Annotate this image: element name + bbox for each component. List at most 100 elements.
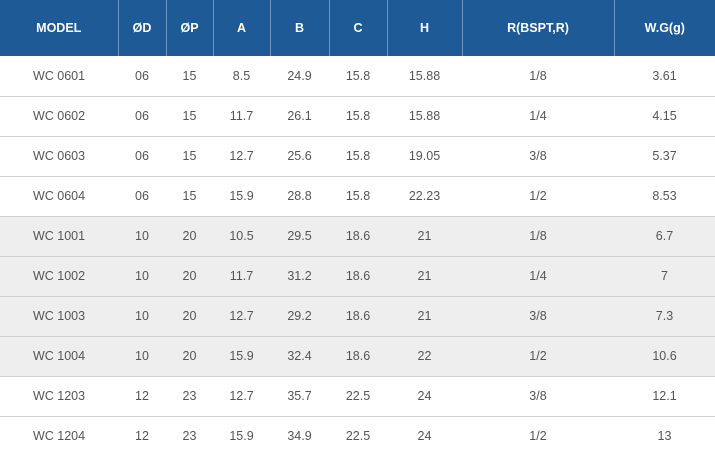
cell-od: 12 [135, 429, 149, 444]
cell-c: 18.6 [329, 336, 387, 377]
cell-c: 22.5 [329, 376, 387, 417]
cell-h: 21 [387, 256, 462, 297]
cell-weight: 8.53 [614, 176, 715, 217]
cell-h: 22 [387, 336, 462, 377]
cell-weight: 4.15 [614, 96, 715, 137]
cell-b: 25.6 [270, 136, 329, 177]
cell-weight: 5.37 [614, 136, 715, 177]
cell-weight: 13 [657, 429, 672, 444]
cell-thread: 3/8 [462, 136, 614, 177]
cell-a: 15.9 [213, 336, 270, 377]
cell-b: 35.7 [270, 376, 329, 417]
cell-weight: 7 [614, 256, 715, 297]
cell-h: 21 [387, 216, 462, 257]
table-row: WC 0602 06 15 11.7 26.1 15.8 15.88 1/4 4.15 [0, 96, 715, 137]
cell-a: 8.5 [213, 56, 270, 97]
cell-weight: 3.61 [614, 56, 715, 97]
cell-od: 10 [118, 336, 166, 377]
cell-weight: 6.7 [614, 216, 715, 257]
table-row: WC 1004 10 20 15.9 32.4 18.6 22 1/2 10.6 [0, 336, 715, 377]
cell-thread: 1/4 [462, 256, 614, 297]
cell-h: 15.88 [387, 96, 462, 137]
cell-c: 18.6 [329, 216, 387, 257]
cell-op: 20 [166, 216, 213, 257]
cell-op: 15 [166, 176, 213, 217]
cell-b: 26.1 [270, 96, 329, 137]
cell-b: 29.5 [270, 216, 329, 257]
column-header-thread: R(BSPT,R) [462, 0, 615, 56]
cell-h: 15.88 [387, 56, 462, 97]
table-row: WC 0603 06 15 12.7 25.6 15.8 19.05 3/8 5.37 [0, 136, 715, 177]
cell-b: 31.2 [270, 256, 329, 297]
cell-a: 12.7 [213, 296, 270, 337]
cell-a: 10.5 [213, 216, 270, 257]
cell-b: 28.8 [270, 176, 329, 217]
cell-model: WC 1004 [0, 336, 118, 377]
cell-weight: 10.6 [614, 336, 715, 377]
table-row: WC 1204 12 23 15.9 34.9 22.5 24 1/2 13 [0, 416, 715, 456]
cell-weight: 12.1 [614, 376, 715, 417]
table-row: WC 1001 10 20 10.5 29.5 18.6 21 1/8 6.7 [0, 216, 715, 257]
table-row: WC 1003 10 20 12.7 29.2 18.6 21 3/8 7.3 [0, 296, 715, 337]
cell-od: 06 [118, 136, 166, 177]
cell-model: WC 0601 [0, 56, 118, 97]
cell-od: 06 [118, 176, 166, 217]
cell-h: 24 [387, 376, 462, 417]
cell-c: 15.8 [329, 176, 387, 217]
cell-thread: 3/8 [462, 296, 614, 337]
cell-a: 12.7 [213, 136, 270, 177]
cell-model: WC 1001 [0, 216, 118, 257]
cell-thread: 1/8 [462, 56, 614, 97]
cell-b: 29.2 [270, 296, 329, 337]
column-header-b: B [270, 0, 330, 56]
cell-c: 15.8 [329, 136, 387, 177]
cell-model: WC 1203 [0, 376, 118, 417]
column-header-a: A [213, 0, 271, 56]
column-header-weight: W.G(g) [644, 21, 685, 35]
table-body: WC 0601 06 15 8.5 24.9 15.8 15.88 1/8 3.61 WC 060… [0, 56, 715, 456]
cell-thread: 1/4 [462, 96, 614, 137]
cell-model: WC 0603 [0, 136, 118, 177]
cell-c: 22.5 [345, 429, 371, 444]
cell-h: 19.05 [387, 136, 462, 177]
cell-op: 23 [182, 429, 197, 444]
cell-model: WC 1204 [32, 429, 86, 444]
cell-thread: 1/8 [462, 216, 614, 257]
cell-op: 15 [166, 56, 213, 97]
header-row: MODEL ØD ØP A B C H R(BSPT,R) W.G(g) [0, 0, 715, 56]
cell-a: 15.9 [229, 429, 254, 444]
cell-a: 11.7 [213, 96, 270, 137]
cell-op: 20 [166, 336, 213, 377]
table-row: WC 0601 06 15 8.5 24.9 15.8 15.88 1/8 3.61 [0, 56, 715, 97]
table-row: WC 1203 12 23 12.7 35.7 22.5 24 3/8 12.1 [0, 376, 715, 417]
cell-c: 15.8 [329, 96, 387, 137]
cell-c: 18.6 [329, 256, 387, 297]
cell-od: 12 [118, 376, 166, 417]
cell-od: 10 [118, 256, 166, 297]
cell-a: 11.7 [213, 256, 270, 297]
cell-model: WC 1002 [0, 256, 118, 297]
cell-model: WC 1003 [0, 296, 118, 337]
column-header-op: ØP [166, 0, 214, 56]
cell-h: 21 [387, 296, 462, 337]
cell-op: 15 [166, 136, 213, 177]
cell-weight: 7.3 [614, 296, 715, 337]
cell-b: 24.9 [270, 56, 329, 97]
cell-b: 34.9 [287, 429, 312, 444]
column-header-h: H [387, 0, 463, 56]
cell-c: 18.6 [329, 296, 387, 337]
cell-thread: 1/2 [462, 176, 614, 217]
cell-od: 10 [118, 216, 166, 257]
cell-h: 22.23 [387, 176, 462, 217]
cell-op: 15 [166, 96, 213, 137]
cell-thread: 1/2 [462, 336, 614, 377]
cell-od: 06 [118, 96, 166, 137]
column-header-model: MODEL [0, 0, 119, 56]
cell-b: 32.4 [270, 336, 329, 377]
cell-op: 23 [166, 376, 213, 417]
table-row: WC 0604 06 15 15.9 28.8 15.8 22.23 1/2 8.53 [0, 176, 715, 217]
column-header-od: ØD [118, 0, 167, 56]
column-header-c: C [329, 0, 388, 56]
cell-op: 20 [166, 256, 213, 297]
